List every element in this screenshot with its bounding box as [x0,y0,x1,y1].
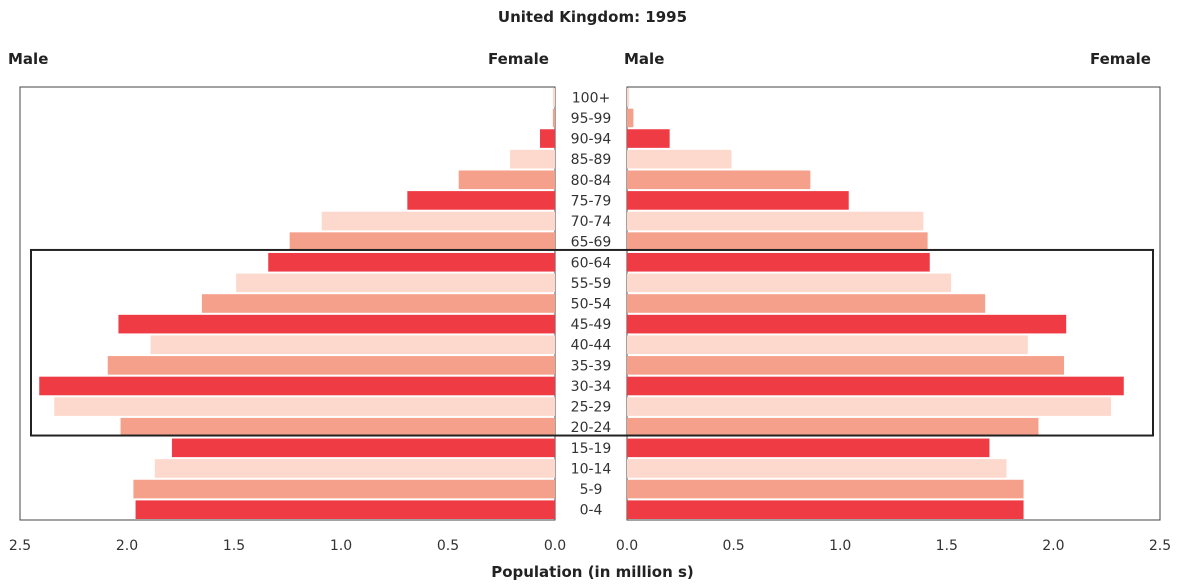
age-label-70-74: 70-74 [571,214,612,230]
male-bar-50-54 [201,294,555,313]
age-label-100+: 100+ [572,90,610,106]
female-bar-0-4 [627,500,1024,519]
male-bar-70-74 [321,211,555,231]
male-bar-45-49 [118,314,555,334]
age-label-5-9: 5-9 [580,482,603,498]
female-bar-55-59 [627,273,952,293]
left-tick-label: 2.0 [116,538,138,554]
female-bar-30-34 [627,376,1124,396]
male-bar-15-19 [171,438,555,458]
female-bar-80-84 [627,170,811,190]
age-label-90-94: 90-94 [571,132,612,148]
female-bar-5-9 [627,479,1024,499]
right-tick-label: 1.0 [829,538,851,554]
female-bar-20-24 [627,417,1039,437]
chart-title: United Kingdom: 1995 [497,8,688,26]
age-label-40-44: 40-44 [571,338,612,354]
female-bar-40-44 [627,335,1028,355]
age-label-50-54: 50-54 [571,297,612,313]
left-tick-label: 0.0 [544,538,566,554]
male-bar-25-29 [54,397,556,416]
male-bar-95-99 [552,108,555,128]
male-bar-30-34 [39,376,555,396]
male-bar-35-39 [107,356,556,375]
female-bar-60-64 [627,252,930,272]
age-label-20-24: 20-24 [571,420,612,436]
age-label-45-49: 45-49 [571,317,612,333]
male-bar-0-4 [135,500,555,519]
left-tick-label: 1.5 [223,538,245,554]
male-bar-60-64 [268,252,555,272]
male-bar-20-24 [120,417,555,437]
age-label-80-84: 80-84 [571,173,612,189]
male-bar-65-69 [289,232,555,251]
left-tick-label: 2.5 [9,538,31,554]
male-bar-10-14 [154,459,555,478]
age-label-60-64: 60-64 [571,255,612,271]
female-bar-10-14 [627,459,1007,478]
right-tick-label: 0.5 [722,538,744,554]
male-bar-100+ [552,88,555,107]
x-axis-label: Population (in million s) [491,563,694,581]
male-bar-90-94 [540,129,555,148]
male-bar-75-79 [407,191,555,210]
right-tick-label: 1.5 [936,538,958,554]
female-bar-45-49 [627,314,1067,334]
female-bar-95-99 [627,108,634,128]
left-male-label: Male [8,50,49,68]
female-bar-90-94 [627,129,670,148]
right-female-label: Female [1090,50,1151,68]
female-bar-35-39 [627,356,1065,375]
male-bar-55-59 [236,273,555,293]
male-bar-5-9 [133,479,556,499]
age-label-0-4: 0-4 [580,503,603,519]
right-tick-label: 2.0 [1042,538,1064,554]
left-tick-label: 1.0 [330,538,352,554]
age-label-95-99: 95-99 [571,111,612,127]
male-bar-40-44 [150,335,556,355]
age-label-65-69: 65-69 [571,235,612,251]
age-label-35-39: 35-39 [571,358,612,374]
highlight-box [30,248,1154,437]
age-label-85-89: 85-89 [571,152,612,168]
age-label-75-79: 75-79 [571,193,612,209]
right-tick-label: 0.0 [616,538,638,554]
age-label-55-59: 55-59 [571,276,612,292]
female-bar-15-19 [627,438,990,458]
female-bar-25-29 [627,397,1111,416]
right-tick-label: 2.5 [1149,538,1171,554]
age-label-15-19: 15-19 [571,441,612,457]
female-bar-70-74 [627,211,924,231]
female-bar-50-54 [627,294,986,313]
age-label-10-14: 10-14 [571,461,612,477]
male-bar-85-89 [510,149,555,169]
left-tick-label: 0.5 [437,538,459,554]
age-label-30-34: 30-34 [571,379,612,395]
left-female-label: Female [488,50,549,68]
female-bar-85-89 [627,149,732,169]
male-bar-80-84 [458,170,555,190]
female-bar-75-79 [627,191,849,210]
female-bar-65-69 [627,232,928,251]
right-male-label: Male [624,50,665,68]
female-bar-100+ [627,88,630,107]
age-label-25-29: 25-29 [571,400,612,416]
